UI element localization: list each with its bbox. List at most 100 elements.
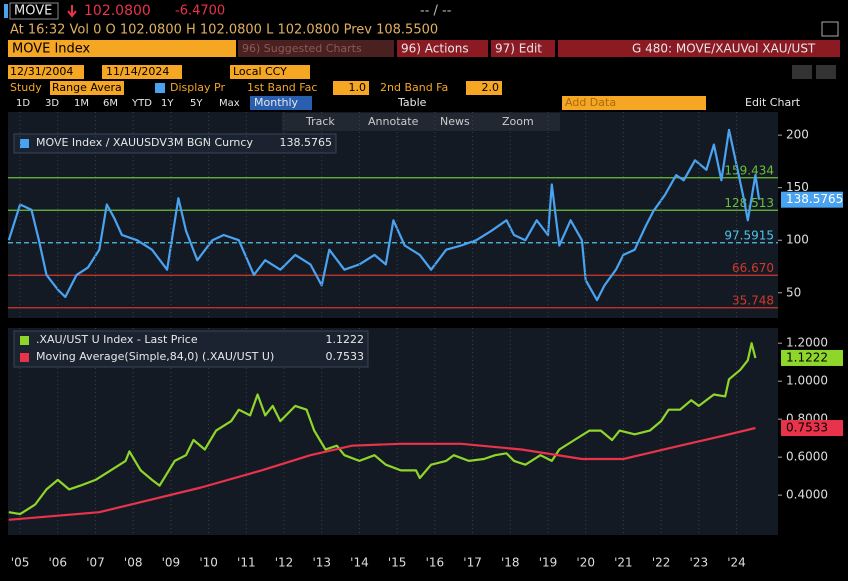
bid-ask: -- / -- — [420, 4, 452, 19]
legend-value: 138.5765 — [280, 136, 333, 149]
currency-field[interactable] — [230, 65, 310, 79]
legend-box — [13, 330, 369, 368]
legend-swatch — [20, 336, 29, 345]
add-data: Add Data — [565, 96, 616, 109]
undo-button[interactable] — [792, 65, 812, 79]
series-line — [8, 426, 756, 521]
start-date: 12/31/2004 — [10, 65, 73, 78]
chart-name-bar — [558, 40, 840, 57]
redo-button[interactable] — [816, 65, 836, 79]
x-tick-label: '19 — [539, 556, 558, 570]
actions: 96) Actions — [401, 42, 469, 56]
study: Range Avera — [52, 81, 122, 94]
y-tick-label: 1.2000 — [786, 336, 828, 350]
tool-button[interactable]: Annotate — [368, 115, 419, 128]
ticker-marker — [4, 4, 8, 18]
chart-name: G 480: MOVE/XAUVol XAU/UST — [632, 42, 816, 56]
legend-value: 1.1222 — [326, 333, 365, 346]
edit-chart: Edit Chart — [745, 96, 801, 109]
y-tick-label: 0.4000 — [786, 488, 828, 502]
band-label: 128.513 — [724, 196, 774, 210]
tool-bar — [282, 113, 560, 131]
start-date-field[interactable] — [8, 65, 84, 79]
band-label: 35.748 — [732, 293, 774, 307]
period-button[interactable]: 1D — [16, 98, 30, 109]
legend-swatch — [20, 139, 29, 148]
x-axis-strip — [0, 540, 848, 581]
band1-label: 1st Band Fac — [247, 81, 317, 94]
series-line — [7, 128, 761, 302]
band2-label: 2nd Band Fa — [380, 81, 448, 94]
suggested-button[interactable] — [238, 40, 394, 57]
band1-field[interactable] — [333, 81, 369, 95]
y-tick-label: 150 — [786, 180, 809, 194]
x-tick-label: '16 — [426, 556, 445, 570]
frequency-field[interactable] — [250, 96, 312, 110]
period-button[interactable]: 3D — [45, 98, 59, 109]
legend-swatch — [20, 353, 29, 362]
x-tick-label: '24 — [727, 556, 746, 570]
x-tick-label: '10 — [199, 556, 218, 570]
last-value-tag — [781, 420, 843, 437]
last-value-label: 0.7533 — [786, 421, 828, 435]
y-tick-label: 1.0000 — [786, 374, 828, 388]
period-button[interactable]: 1Y — [161, 98, 174, 109]
x-tick-label: '08 — [124, 556, 143, 570]
price-change: -6.4700 — [175, 4, 225, 19]
add-data-field[interactable] — [562, 96, 706, 110]
legend-label: .XAU/UST U Index - Last Price — [36, 333, 198, 346]
band-label: 66.670 — [732, 261, 774, 275]
period-button[interactable]: 1M — [74, 98, 89, 109]
y-tick-label: 0.6000 — [786, 450, 828, 464]
table: Table — [397, 96, 427, 109]
legend-box — [13, 133, 337, 154]
x-tick-label: '21 — [614, 556, 633, 570]
edit-button[interactable] — [491, 40, 555, 57]
x-tick-label: '22 — [652, 556, 671, 570]
ticker-box[interactable] — [9, 2, 59, 20]
security-field[interactable] — [8, 40, 236, 57]
tool-button[interactable]: Track — [305, 115, 335, 128]
last-value-tag — [781, 349, 843, 366]
period-button[interactable]: 6M — [103, 98, 118, 109]
period-button[interactable]: 5Y — [190, 98, 203, 109]
x-tick-label: '12 — [275, 556, 294, 570]
x-tick-label: '14 — [350, 556, 369, 570]
x-tick-label: '18 — [501, 556, 520, 570]
end-date-field[interactable] — [102, 65, 182, 79]
tool-button[interactable]: News — [440, 115, 470, 128]
x-tick-label: '13 — [312, 556, 331, 570]
band2-field[interactable] — [466, 81, 502, 95]
last-value-tag — [781, 191, 843, 208]
currency: Local CCY — [233, 65, 287, 78]
x-tick-label: '23 — [690, 556, 709, 570]
x-tick-label: '06 — [48, 556, 67, 570]
band-label: 159.434 — [724, 163, 774, 177]
security: MOVE Index — [12, 42, 91, 57]
study-label: Study — [10, 81, 42, 94]
edit: 97) Edit — [495, 42, 542, 56]
legend-label: MOVE Index / XAUUSDV3M BGN Curncy — [36, 136, 253, 149]
last-value-label: 1.1222 — [786, 350, 828, 364]
period-button[interactable]: YTD — [131, 98, 152, 109]
band1: 1.0 — [349, 81, 367, 94]
study-field[interactable] — [50, 81, 124, 95]
x-tick-label: '07 — [86, 556, 105, 570]
series-line — [8, 342, 757, 516]
x-tick-label: '09 — [162, 556, 181, 570]
end-date: 11/14/2024 — [106, 65, 169, 78]
x-tick-label: '05 — [11, 556, 30, 570]
x-tick-label: '15 — [388, 556, 407, 570]
legend-value: 0.7533 — [326, 350, 365, 363]
display-checkbox[interactable] — [155, 83, 165, 93]
last-price: 102.0800 — [84, 3, 151, 19]
last-value-label: 138.5765 — [786, 192, 843, 206]
tool-button[interactable]: Zoom — [502, 115, 534, 128]
period-button[interactable]: Max — [219, 98, 240, 109]
y-tick-label: 50 — [786, 285, 801, 299]
popout-icon[interactable] — [821, 21, 839, 37]
actions-button[interactable] — [397, 40, 488, 57]
y-tick-label: 100 — [786, 233, 809, 247]
display: Display Pr — [170, 81, 225, 94]
